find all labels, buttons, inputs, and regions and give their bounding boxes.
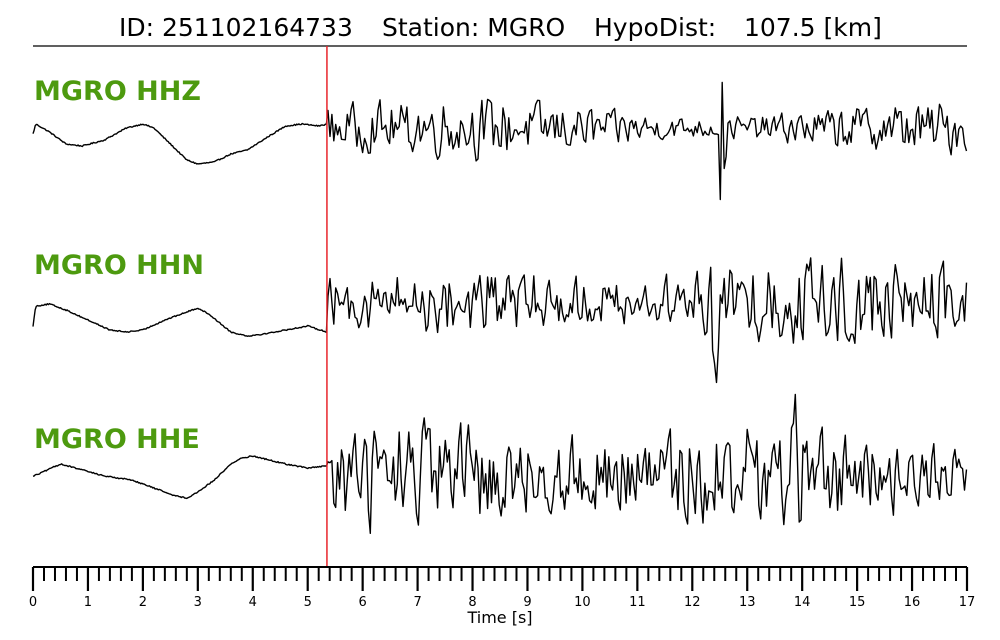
- time-axis: 0 1 2 3 4 5 6 7 8 9 10 11 12 13 14 15 16 17: [29, 566, 976, 610]
- channel-label-mgro-hhz: MGRO HHZ: [34, 76, 201, 107]
- hypodist-value: 107.5 [km]: [744, 13, 882, 42]
- x-tick-label: 11: [629, 595, 646, 610]
- x-tick-label: 5: [304, 595, 312, 610]
- x-tick-label: 10: [574, 595, 591, 610]
- channel-label-mgro-hhe: MGRO HHE: [34, 424, 200, 455]
- x-tick-label: 14: [794, 595, 811, 610]
- x-tick-label: 8: [468, 595, 476, 610]
- figure-title: ID: 251102164733 Station: MGRO HypoDist:…: [119, 13, 882, 42]
- trace-mgro-hhz: [32, 81, 968, 201]
- x-tick-label: 13: [739, 595, 756, 610]
- channel-label-mgro-hhn: MGRO HHN: [34, 250, 204, 281]
- x-tick-label: 7: [413, 595, 421, 610]
- event-id-label: ID: 251102164733: [119, 13, 353, 42]
- x-tick-label: 15: [849, 595, 866, 610]
- x-axis-label: Time [s]: [466, 608, 532, 627]
- x-tick-label: 12: [684, 595, 701, 610]
- station-label: Station: MGRO: [382, 13, 565, 42]
- x-tick-label: 1: [84, 595, 92, 610]
- x-tick-label: 3: [194, 595, 202, 610]
- channel-label-group: MGRO HHZ MGRO HHN MGRO HHE: [34, 76, 204, 455]
- trace-mgro-hhn: [32, 257, 968, 384]
- x-tick-label: 0: [29, 595, 37, 610]
- trace-mgro-hhe: [32, 393, 968, 534]
- x-tick-label: 17: [959, 595, 976, 610]
- x-tick-label: 9: [523, 595, 531, 610]
- trace-group: [32, 81, 968, 534]
- x-tick-label: 16: [904, 595, 921, 610]
- hypodist-label: HypoDist:: [594, 13, 716, 42]
- x-tick-label: 4: [249, 595, 257, 610]
- x-tick-label: 2: [139, 595, 147, 610]
- x-tick-label: 6: [359, 595, 367, 610]
